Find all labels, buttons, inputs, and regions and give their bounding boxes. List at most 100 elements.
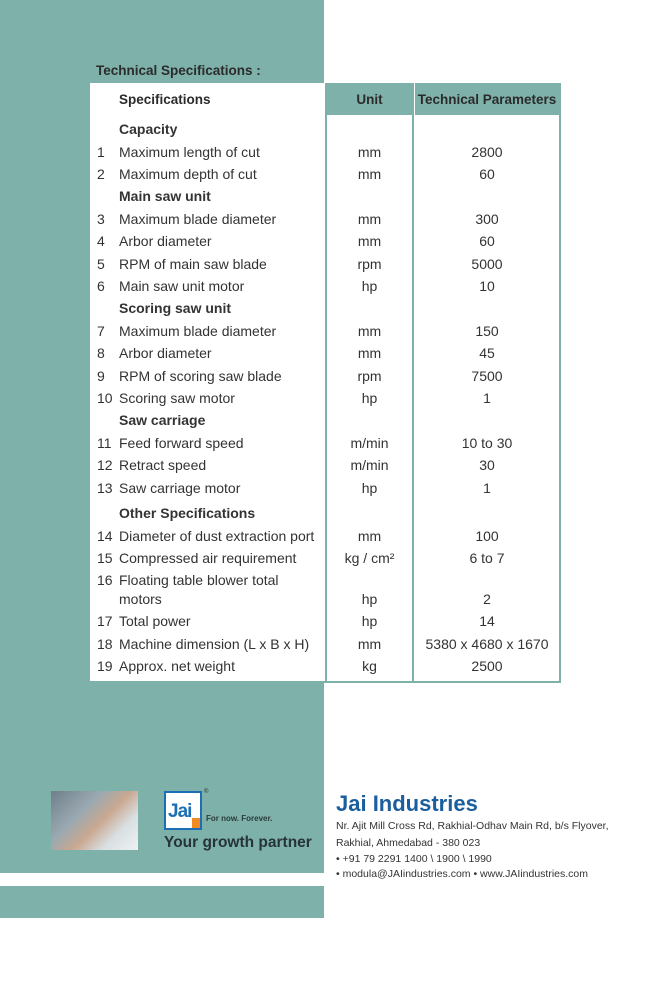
header-params: Technical Parameters [417,91,557,107]
spec-name: Other Specifications [119,505,256,521]
table-row: 17 Total power hp 14 [90,610,561,632]
spec-value: 5380 x 4680 x 1670 [425,636,549,652]
table-row: 3 Maximum blade diameter mm 300 [90,208,561,230]
row-number: 9 [97,368,105,384]
spec-unit: mm [357,233,382,249]
table-row: 5 RPM of main saw blade rpm 5000 [90,253,561,275]
spec-value: 2800 [471,144,503,160]
spec-unit: hp [361,591,378,607]
address-line-2: Rakhial, Ahmedabad - 380 023 [336,837,481,849]
table-row: 13 Saw carriage motor hp 1 [90,477,561,499]
spec-name: Saw carriage motor [119,480,241,496]
spec-unit: mm [357,166,382,182]
table-row: 10 Scoring saw motor hp 1 [90,387,561,409]
row-number: 1 [97,144,105,160]
spec-name: RPM of main saw blade [119,256,267,272]
spec-name: Retract speed [119,457,207,473]
spec-value: 10 [479,278,495,294]
row-number: 4 [97,233,105,249]
spec-unit: hp [361,613,378,629]
handshake-photo [51,791,138,850]
spec-value: 2 [483,591,491,607]
spec-name: Diameter of dust extraction port [119,528,315,544]
section-row: Capacity [90,118,561,140]
spec-unit: kg / cm² [344,550,395,566]
row-number: 15 [97,550,113,566]
spec-name: Saw carriage [119,412,206,428]
spec-value: 5000 [471,256,503,272]
spec-name: Main saw unit [119,188,211,204]
spec-name: Main saw unit motor [119,278,245,294]
spec-unit: m/min [350,457,389,473]
growth-slogan: Your growth partner [164,834,312,851]
spec-value: 2500 [471,658,503,674]
table-row: 18 Machine dimension (L x B x H) mm 5380 x … [90,633,561,655]
spec-unit: hp [361,390,378,406]
spec-name: RPM of scoring saw blade [119,368,282,384]
row-number: 19 [97,658,113,674]
spec-unit: mm [357,211,382,227]
table-row: 16 Floating table blower total motors hp 2 [90,569,561,611]
section-title: Technical Specifications : [96,63,261,78]
row-number: 11 [97,435,112,451]
spec-name: Maximum blade diameter [119,211,277,227]
spec-unit: rpm [357,256,382,272]
spec-unit: mm [357,144,382,160]
spec-value: 150 [475,323,499,339]
spec-name: Feed forward speed [119,435,244,451]
table-row: 15 Compressed air requirement kg / cm² 6 to… [90,547,561,569]
table-row: 1 Maximum length of cut mm 2800 [90,141,561,163]
header-unit: Unit [356,91,383,107]
spec-name: Compressed air requirement [119,550,297,566]
table-row: 7 Maximum blade diameter mm 150 [90,320,561,342]
spec-table: Specifications Unit Technical Parameters… [88,83,561,683]
spec-name: Maximum length of cut [119,144,260,160]
table-row: 8 Arbor diameter mm 45 [90,342,561,364]
teal-band [0,886,324,918]
table-row: 19 Approx. net weight kg 2500 [90,655,561,677]
spec-name: Arbor diameter [119,233,212,249]
spec-value: 7500 [471,368,503,384]
spec-name: Machine dimension (L x B x H) [119,636,310,652]
spec-name: Maximum blade diameter [119,323,277,339]
row-number: 18 [97,636,113,652]
table-row: 6 Main saw unit motor hp 10 [90,275,561,297]
spec-name: Approx. net weight [119,658,235,674]
row-number: 13 [97,480,113,496]
spec-name: Capacity [119,121,178,137]
row-number: 7 [97,323,105,339]
table-row: 14 Diameter of dust extraction port mm 100 [90,525,561,547]
spec-unit: mm [357,345,382,361]
address-line-1: Nr. Ajit Mill Cross Rd, Rakhial-Odhav Ma… [336,820,609,832]
spec-value: 1 [483,390,491,406]
spec-value: 100 [475,528,499,544]
spec-value: 10 to 30 [461,435,513,451]
spec-name: Total power [119,613,191,629]
column-divider [412,83,414,681]
spec-value: 60 [479,233,495,249]
spec-value: 45 [479,345,495,361]
row-number: 16 [97,572,113,588]
table-row: 2 Maximum depth of cut mm 60 [90,163,561,185]
row-number: 17 [97,613,113,629]
table-row: 9 RPM of scoring saw blade rpm 7500 [90,365,561,387]
section-row: Saw carriage [90,409,561,431]
row-number: 6 [97,278,105,294]
spec-name: Maximum depth of cut [119,166,257,182]
section-row: Scoring saw unit [90,297,561,319]
header-unit-bg [326,83,413,115]
row-number: 2 [97,166,105,182]
row-number: 5 [97,256,105,272]
table-row: 4 Arbor diameter mm 60 [90,230,561,252]
spec-value: 30 [479,457,495,473]
spec-name: Scoring saw motor [119,390,235,406]
spec-name: Scoring saw unit [119,300,232,316]
spec-unit: m/min [350,435,389,451]
row-number: 10 [97,390,113,406]
spec-unit: kg [362,658,377,674]
row-number: 14 [97,528,113,544]
registered-mark: ® [204,789,209,795]
row-number: 12 [97,457,113,473]
header-spec: Specifications [119,91,211,107]
spec-name-cont: motors [119,591,162,607]
